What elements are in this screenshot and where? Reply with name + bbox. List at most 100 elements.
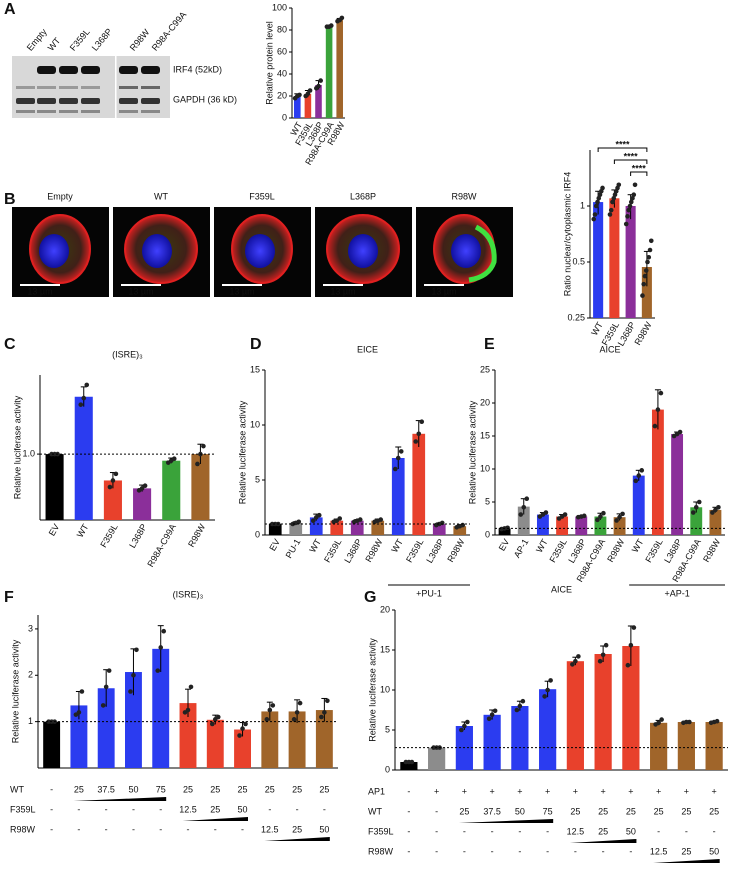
data-point <box>305 91 311 97</box>
dose-value: 50 <box>128 784 138 794</box>
dose-value: + <box>434 786 439 796</box>
bar <box>651 409 664 535</box>
dose-value: - <box>77 804 80 814</box>
scale-bar-label: 13 µm <box>27 286 52 296</box>
dose-value: 25 <box>210 804 220 814</box>
panel-letter: F <box>4 589 14 606</box>
data-point <box>318 78 323 83</box>
dose-value: 50 <box>515 806 525 816</box>
data-point <box>79 689 85 694</box>
data-point <box>520 698 526 704</box>
dose-wedge <box>73 797 167 801</box>
y-tick-label: 80 <box>277 24 287 34</box>
data-point <box>337 516 343 521</box>
band <box>37 98 56 104</box>
data-point <box>633 478 639 484</box>
dose-value: - <box>463 826 466 836</box>
y-tick-label: 0 <box>255 529 260 539</box>
data-point <box>608 207 614 213</box>
dose-value: + <box>684 786 689 796</box>
data-point <box>617 514 622 520</box>
data-point <box>357 517 363 522</box>
bar <box>613 517 626 535</box>
band <box>16 110 35 113</box>
bar <box>594 654 612 770</box>
band <box>37 66 56 74</box>
band <box>141 98 160 104</box>
dose-value: - <box>518 826 521 836</box>
x-tick-label: R98W <box>605 537 626 564</box>
y-tick-label: 100 <box>272 2 287 12</box>
dose-value: + <box>600 786 605 796</box>
data-point <box>614 518 619 523</box>
bar <box>632 475 645 535</box>
bar <box>625 206 636 318</box>
dose-value: - <box>132 824 135 834</box>
data-point <box>270 703 276 708</box>
y-tick-label: 10 <box>480 463 490 473</box>
data-point <box>505 525 510 531</box>
data-point <box>598 514 603 519</box>
dose-value: - <box>407 786 410 796</box>
group-label: +PU-1 <box>416 588 442 598</box>
dose-value: 50 <box>626 826 636 836</box>
significance-label: **** <box>632 163 647 173</box>
bar <box>234 729 251 768</box>
y-tick-label: 1 <box>580 200 585 210</box>
dose-value: - <box>713 826 716 836</box>
bar <box>609 198 620 318</box>
data-point <box>413 439 419 444</box>
x-tick-label: R98W <box>445 537 466 564</box>
scale-bar-label: 13 µm <box>431 286 456 296</box>
bar <box>483 714 501 770</box>
bar <box>650 722 668 770</box>
dose-value: + <box>656 786 661 796</box>
data-point <box>710 510 715 515</box>
data-point <box>310 518 316 523</box>
y-tick-label: 0.5 <box>572 256 585 266</box>
bar <box>74 396 93 520</box>
dose-value: 25 <box>319 784 329 794</box>
dose-value: - <box>435 826 438 836</box>
dose-value: - <box>105 804 108 814</box>
data-point <box>78 402 84 407</box>
chart-title: AICE <box>551 584 572 594</box>
bar <box>671 434 684 535</box>
data-point <box>240 726 245 731</box>
dose-value: - <box>407 806 410 816</box>
significance-bracket <box>613 159 648 164</box>
dose-value: - <box>518 846 521 856</box>
y-tick-label: 0 <box>385 764 390 774</box>
data-point <box>201 443 206 449</box>
band <box>59 98 78 104</box>
y-tick-label: 10 <box>250 419 260 429</box>
band-label: IRF4 (52kD) <box>173 64 222 74</box>
dose-value: 50 <box>709 846 719 856</box>
band-label: GAPDH (36 kD) <box>173 94 237 104</box>
bar <box>179 703 197 768</box>
bar <box>536 514 549 535</box>
significance-bracket <box>597 147 648 152</box>
dose-wedge <box>264 837 330 841</box>
dose-value: 37.5 <box>483 806 501 816</box>
y-tick-label: 20 <box>380 604 390 614</box>
dose-value: + <box>628 786 633 796</box>
data-point <box>655 407 661 412</box>
dose-value: 75 <box>543 806 553 816</box>
data-point <box>677 429 683 435</box>
dose-value: + <box>462 786 467 796</box>
data-point <box>419 419 425 425</box>
data-point <box>139 486 145 491</box>
dose-value: - <box>159 824 162 834</box>
y-tick-label: 20 <box>277 90 287 100</box>
data-point <box>128 689 133 694</box>
data-point <box>492 708 498 714</box>
dose-row-name: F359L <box>368 826 394 836</box>
data-point <box>593 203 599 209</box>
bar <box>705 722 723 770</box>
data-point <box>620 511 625 517</box>
dose-value: 25 <box>292 784 302 794</box>
dose-value: - <box>546 846 549 856</box>
data-point <box>542 694 547 699</box>
